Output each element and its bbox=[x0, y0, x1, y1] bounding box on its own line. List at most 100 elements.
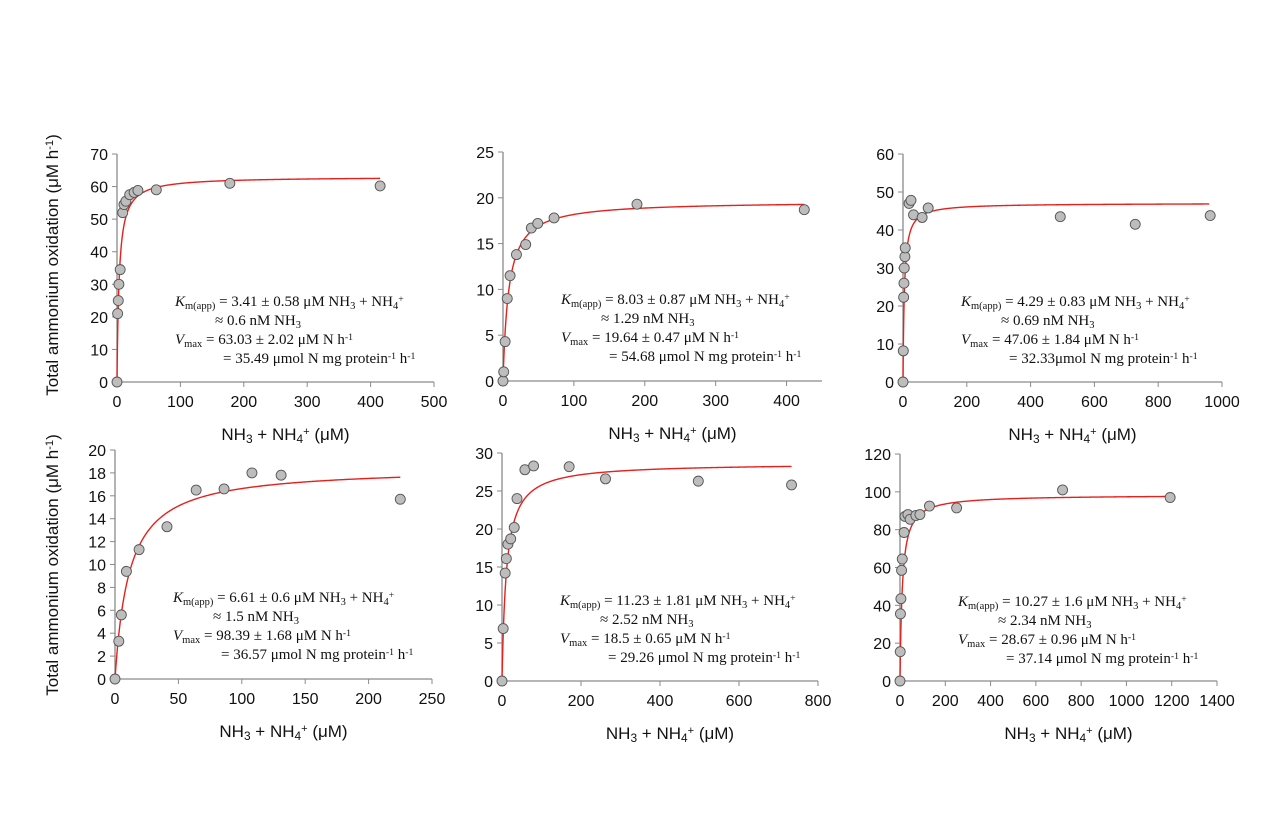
text-segment: = 28.67 ± 0.96 μM N h bbox=[985, 632, 1128, 648]
y-tick-label: 12 bbox=[88, 535, 106, 552]
text-segment: ≈ 1.29 nM NH bbox=[601, 311, 689, 327]
text-segment: m(app) bbox=[571, 299, 602, 310]
text-segment: + bbox=[688, 725, 694, 737]
text-segment: h bbox=[781, 650, 793, 666]
text-segment: m(app) bbox=[185, 301, 216, 312]
text-segment: max bbox=[970, 339, 989, 350]
fit-curve bbox=[502, 203, 805, 381]
text-segment: 4 bbox=[681, 731, 688, 745]
data-point bbox=[113, 635, 125, 647]
data-point bbox=[895, 608, 906, 620]
y-tick-label: 120 bbox=[864, 447, 891, 464]
text-segment: K bbox=[174, 294, 186, 310]
y-tick-label: 100 bbox=[864, 485, 891, 502]
x-tick-label: 500 bbox=[421, 394, 448, 411]
y-tick-label: 5 bbox=[485, 328, 494, 345]
text-segment: -1 bbox=[1170, 351, 1178, 362]
text-segment: + NH bbox=[1138, 594, 1176, 610]
text-segment: 4 bbox=[779, 299, 785, 310]
text-segment: max bbox=[569, 638, 588, 649]
data-point bbox=[114, 264, 126, 276]
y-tick-label: 18 bbox=[88, 466, 106, 483]
data-point bbox=[113, 278, 125, 290]
text-segment: 3 bbox=[341, 597, 346, 608]
text-segment: 3 bbox=[350, 301, 355, 312]
data-point bbox=[112, 308, 124, 320]
y-tick-label: 0 bbox=[885, 375, 894, 392]
data-point bbox=[898, 262, 910, 274]
data-point bbox=[600, 473, 611, 485]
y-tick-label: 25 bbox=[475, 484, 493, 501]
text-segment: = 47.06 ± 1.84 μM N h bbox=[988, 332, 1131, 348]
data-point bbox=[496, 675, 508, 687]
annotation-line: Vmax = 28.67 ± 0.96 μM N h-1 bbox=[958, 632, 1136, 650]
x-tick-label: 800 bbox=[1145, 394, 1172, 411]
x-tick-label: 0 bbox=[113, 394, 122, 411]
text-segment: ) bbox=[43, 434, 62, 440]
x-tick-label: 0 bbox=[899, 394, 908, 411]
text-segment: = 11.23 ± 1.81 μM NH bbox=[600, 593, 742, 609]
text-segment: max bbox=[967, 639, 986, 650]
text-segment: m(app) bbox=[183, 597, 214, 608]
data-point bbox=[899, 242, 911, 254]
annotation-line: Km(app) = 6.61 ± 0.6 μM NH3 + NH4+ bbox=[172, 590, 395, 608]
data-point bbox=[1057, 484, 1069, 496]
y-tick-label: 40 bbox=[90, 245, 108, 262]
y-tick-label: 10 bbox=[475, 598, 493, 615]
text-segment: ≈ 0.6 nM NH bbox=[215, 313, 296, 329]
y-tick-label: 0 bbox=[484, 674, 493, 691]
data-point bbox=[374, 180, 386, 192]
data-point bbox=[120, 565, 132, 577]
text-segment: 4 bbox=[684, 431, 691, 445]
text-segment: -1 bbox=[345, 332, 353, 343]
data-point bbox=[150, 184, 162, 196]
x-axis-label: NH3 + NH4+ (μM) bbox=[1004, 724, 1132, 745]
data-point bbox=[896, 564, 908, 576]
data-point bbox=[394, 493, 406, 505]
x-tick-label: 0 bbox=[498, 693, 507, 710]
data-point bbox=[631, 198, 643, 210]
text-segment: -1 bbox=[1171, 651, 1179, 662]
text-segment: + NH bbox=[346, 590, 384, 606]
text-segment: = 63.03 ± 2.02 μM N h bbox=[202, 332, 345, 348]
text-segment: m(app) bbox=[968, 601, 999, 612]
text-segment: h bbox=[396, 351, 408, 367]
text-segment: 3 bbox=[1133, 601, 1138, 612]
text-segment: = 6.61 ± 0.6 μM NH bbox=[213, 590, 340, 606]
annotation-line: Km(app) = 8.03 ± 0.87 μM NH3 + NH4+ bbox=[560, 292, 790, 310]
data-point bbox=[190, 484, 202, 496]
text-segment: -1 bbox=[793, 349, 801, 360]
y-tick-label: 10 bbox=[88, 558, 106, 575]
text-segment: (μM) bbox=[308, 722, 348, 741]
y-tick-label: 15 bbox=[475, 560, 493, 577]
annotation-line: Vmax = 47.06 ± 1.84 μM N h-1 bbox=[961, 332, 1139, 350]
annotation-line: Vmax = 63.03 ± 2.02 μM N h-1 bbox=[175, 332, 353, 350]
y-tick-label: 8 bbox=[97, 580, 106, 597]
text-segment: h bbox=[394, 647, 406, 663]
annotation-line: ≈ 1.5 nM NH3 bbox=[213, 609, 299, 627]
data-point bbox=[897, 376, 909, 388]
data-point bbox=[898, 291, 910, 303]
x-tick-label: 600 bbox=[1081, 394, 1108, 411]
y-tick-label: 60 bbox=[90, 180, 108, 197]
text-segment: = 3.41 ± 0.58 μM NH bbox=[215, 294, 350, 310]
text-segment: V bbox=[175, 332, 186, 348]
annotation-line: Km(app) = 11.23 ± 1.81 μM NH3 + NH4+ bbox=[559, 593, 796, 611]
y-axis-label-row-2: Total ammonium oxidation (μM h-1) bbox=[43, 434, 62, 696]
annotation-line: = 36.57 μmol N mg protein-1 h-1 bbox=[221, 647, 413, 664]
text-segment: -1 bbox=[343, 628, 351, 639]
annotation-line: Vmax = 19.64 ± 0.47 μM N h-1 bbox=[561, 330, 739, 348]
text-segment: 4 bbox=[1084, 432, 1091, 446]
text-segment: -1 bbox=[792, 650, 800, 661]
data-point bbox=[246, 467, 258, 479]
text-segment: + NH bbox=[1036, 724, 1080, 743]
data-point bbox=[497, 623, 509, 635]
text-segment: -1 bbox=[722, 631, 730, 642]
text-segment: = 32.33μmol N mg protein bbox=[1009, 351, 1171, 367]
text-segment: 3 bbox=[294, 616, 299, 627]
y-tick-label: 5 bbox=[484, 636, 493, 653]
annotation-line: = 29.26 μmol N mg protein-1 h-1 bbox=[608, 650, 800, 667]
x-tick-label: 0 bbox=[111, 691, 120, 708]
text-segment: -1 bbox=[731, 330, 739, 341]
